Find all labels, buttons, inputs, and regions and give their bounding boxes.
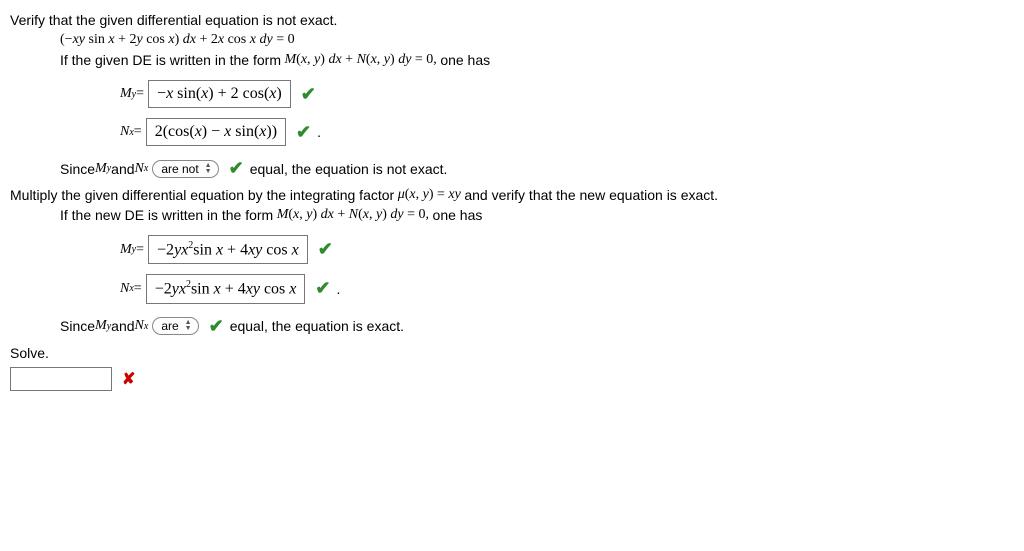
multiply-line: Multiply the given differential equation… <box>10 187 1014 203</box>
period: . <box>317 124 321 140</box>
dropdown-value: are not <box>161 162 198 176</box>
text: equal, the equation is not exact. <box>250 161 448 177</box>
answer-box-nx1[interactable]: 2(cos(x) − x sin(x)) <box>146 118 286 146</box>
answer-box-my2[interactable]: −2yx2sin x + 4xy cos x <box>148 235 308 264</box>
check-icon: ✔ <box>315 278 330 299</box>
prompt-line-1: Verify that the given differential equat… <box>10 12 1014 28</box>
text: equal, the equation is exact. <box>230 318 404 334</box>
period: . <box>336 281 340 297</box>
n: N <box>135 318 144 334</box>
dropdown-are[interactable]: are ▲ ▼ <box>152 317 198 335</box>
since-line-2: Since My and Nx are ▲ ▼ ✔ equal, the equ… <box>60 316 1014 337</box>
nx-row-1: Nx = 2(cos(x) − x sin(x)) ✔ . <box>120 118 1014 146</box>
dropdown-are-not[interactable]: are not ▲ ▼ <box>152 160 218 178</box>
check-icon: ✔ <box>318 239 333 260</box>
mn-form-2: M(x, y) dx + N(x, y) dy = 0, <box>273 207 432 223</box>
check-icon: ✔ <box>301 84 316 105</box>
m: M <box>95 318 107 334</box>
text: one has <box>440 52 490 68</box>
n-sub: x <box>144 321 148 332</box>
check-icon: ✔ <box>209 316 224 337</box>
equals: = <box>134 124 142 140</box>
m: M <box>95 161 107 177</box>
nx-row-2: Nx = −2yx2sin x + 4xy cos x ✔ . <box>120 274 1014 303</box>
n: N <box>135 161 144 177</box>
equation-line: (−xy sin x + 2y cos x) dx + 2x cos x dy … <box>60 32 1014 48</box>
stepper-icon: ▲ ▼ <box>205 163 212 175</box>
answer-box-nx2[interactable]: −2yx2sin x + 4xy cos x <box>146 274 306 303</box>
text: and verify that the new equation is exac… <box>464 187 718 203</box>
original-de: (−xy sin x + 2y cos x) dx + 2x cos x dy … <box>60 32 295 48</box>
check-icon: ✔ <box>229 158 244 179</box>
solve-answer-row: ✘ <box>10 367 1014 391</box>
solve-label: Solve. <box>10 345 49 361</box>
mn-form: M(x, y) dx + N(x, y) dy = 0, <box>281 52 440 68</box>
cross-icon: ✘ <box>122 369 135 389</box>
form-line-1: If the given DE is written in the form M… <box>60 52 1014 68</box>
stepper-icon: ▲ ▼ <box>185 320 192 332</box>
my-label: M <box>120 242 132 258</box>
text: one has <box>433 207 483 223</box>
my-row-1: My = −x sin(x) + 2 cos(x) ✔ <box>120 80 1014 108</box>
text: If the given DE is written in the form <box>60 52 281 68</box>
my-label: M <box>120 86 132 102</box>
equals: = <box>136 242 144 258</box>
text: and <box>111 161 134 177</box>
text: Verify that the given differential equat… <box>10 12 337 28</box>
text: Multiply the given differential equation… <box>10 187 394 203</box>
form-line-2: If the new DE is written in the form M(x… <box>60 207 1014 223</box>
check-icon: ✔ <box>296 122 311 143</box>
since-line-1: Since My and Nx are not ▲ ▼ ✔ equal, the… <box>60 158 1014 179</box>
equals: = <box>134 281 142 297</box>
equals: = <box>136 86 144 102</box>
dropdown-value: are <box>161 319 178 333</box>
nx-label: N <box>120 281 129 297</box>
n-sub: x <box>144 163 148 174</box>
text: Since <box>60 161 95 177</box>
text: If the new DE is written in the form <box>60 207 273 223</box>
mu: μ(x, y) = xy <box>394 187 464 203</box>
text: Since <box>60 318 95 334</box>
my-row-2: My = −2yx2sin x + 4xy cos x ✔ <box>120 235 1014 264</box>
solve-line: Solve. <box>10 345 1014 361</box>
text: and <box>111 318 134 334</box>
nx-label: N <box>120 124 129 140</box>
solve-answer-input[interactable] <box>10 367 112 391</box>
answer-box-my1[interactable]: −x sin(x) + 2 cos(x) <box>148 80 291 108</box>
